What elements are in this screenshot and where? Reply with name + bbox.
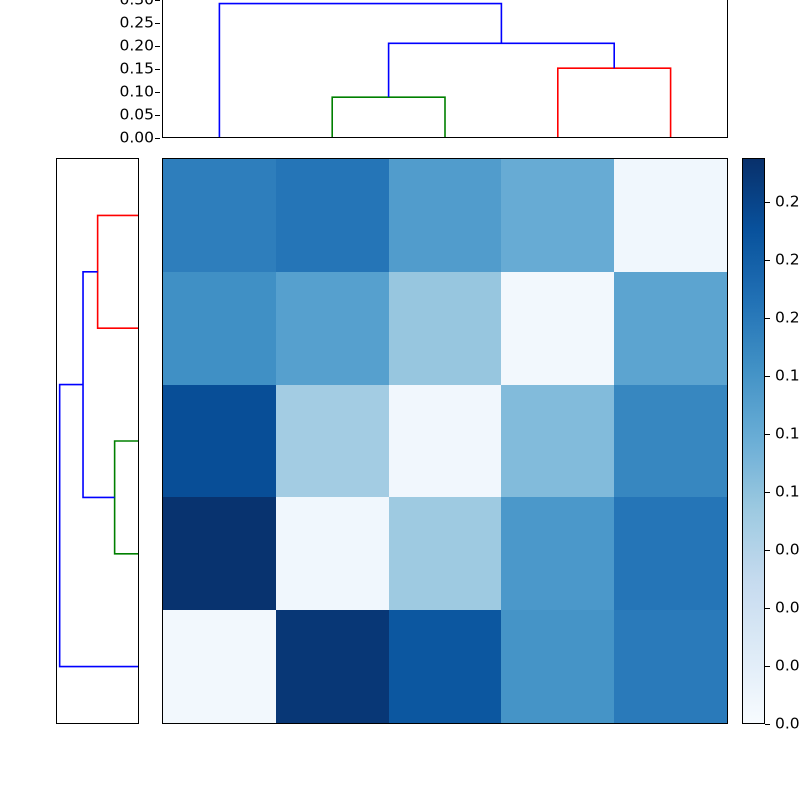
top-axis-tick-mark — [155, 92, 160, 94]
heatmap-grid[interactable] — [162, 158, 728, 724]
colorbar-tick-label: 0.24 — [775, 250, 800, 269]
heatmap-cell[interactable] — [163, 271, 276, 385]
colorbar-tick-mark — [765, 434, 770, 436]
left-dendrogram — [56, 158, 139, 724]
top-axis-tick-mark — [155, 138, 160, 139]
heatmap-cell[interactable] — [275, 384, 389, 498]
colorbar-gradient — [743, 159, 764, 723]
colorbar-tick-mark — [765, 260, 770, 262]
heatmap-cell[interactable] — [275, 497, 389, 611]
colorbar-tick-label: 0.00 — [775, 714, 800, 733]
top-dendrogram — [162, 0, 728, 138]
top-axis-tick-mark — [155, 0, 160, 2]
colorbar-tick-label: 0.09 — [775, 540, 800, 559]
heatmap-cell[interactable] — [163, 159, 276, 272]
top-axis-tick-mark — [155, 115, 160, 117]
heatmap-cell[interactable] — [501, 271, 615, 385]
colorbar — [742, 158, 765, 724]
colorbar-tick-mark — [765, 666, 770, 668]
colorbar-tick-label: 0.21 — [775, 308, 800, 327]
dendrogram-link — [113, 440, 138, 555]
heatmap-cell[interactable] — [388, 271, 502, 385]
heatmap-cell[interactable] — [501, 610, 615, 723]
top-axis-tick-label: 0.10 — [119, 82, 154, 101]
dendrogram-link — [387, 42, 615, 98]
heatmap-cell[interactable] — [275, 610, 389, 723]
dendrogram-link — [82, 271, 115, 499]
colorbar-tick-label: 0.15 — [775, 424, 800, 443]
heatmap-cell[interactable] — [614, 159, 727, 272]
colorbar-tick-mark — [765, 608, 770, 610]
top-axis-tick-mark — [155, 23, 160, 25]
heatmap-cell[interactable] — [388, 384, 502, 498]
dendrogram-link — [96, 214, 138, 329]
colorbar-axis: 0.00 0.03 0.06 0.09 0.12 0.15 0.18 0.21 0.24 0.27 — [765, 158, 800, 731]
top-axis-tick-mark — [155, 69, 160, 71]
heatmap-cell[interactable] — [388, 497, 502, 611]
heatmap-cell[interactable] — [614, 610, 727, 723]
colorbar-tick-mark — [765, 492, 770, 494]
top-axis-tick-label: 0.05 — [119, 105, 154, 124]
top-dendrogram-links — [218, 2, 672, 137]
top-axis-tick-mark — [155, 46, 160, 48]
top-axis-tick-label: 0.20 — [119, 36, 154, 55]
heatmap-cell[interactable] — [614, 497, 727, 611]
top-axis-tick-label: 0.25 — [119, 13, 154, 32]
colorbar-tick-label: 0.12 — [775, 482, 800, 501]
heatmap-cell[interactable] — [501, 159, 615, 272]
heatmap-cell[interactable] — [388, 610, 502, 723]
colorbar-tick-label: 0.03 — [775, 656, 800, 675]
heatmap-cell[interactable] — [501, 384, 615, 498]
top-dendrogram-axis: 0.00 0.05 0.10 0.15 0.20 0.25 0.30 — [108, 0, 160, 145]
colorbar-tick-label: 0.06 — [775, 598, 800, 617]
heatmap-cell[interactable] — [614, 384, 727, 498]
colorbar-tick-label: 0.18 — [775, 366, 800, 385]
left-dendrogram-links — [58, 214, 138, 668]
colorbar-tick-mark — [765, 202, 770, 204]
colorbar-tick-mark — [765, 724, 770, 725]
heatmap-cell[interactable] — [388, 159, 502, 272]
colorbar-tick-mark — [765, 376, 770, 378]
heatmap-cell[interactable] — [275, 159, 389, 272]
dendrogram-link — [331, 96, 446, 137]
heatmap-cell[interactable] — [275, 271, 389, 385]
colorbar-tick-label: 0.27 — [775, 192, 800, 211]
heatmap-cell[interactable] — [163, 384, 276, 498]
top-axis-tick-label: 0.30 — [119, 0, 154, 8]
dendrogram-link — [218, 2, 503, 137]
top-axis-tick-label: 0.00 — [119, 128, 154, 147]
colorbar-tick-mark — [765, 550, 770, 552]
colorbar-tick-mark — [765, 318, 770, 320]
heatmap-cell[interactable] — [501, 497, 615, 611]
heatmap-cell[interactable] — [614, 271, 727, 385]
dendrogram-link — [58, 383, 138, 668]
dendrogram-link — [557, 67, 672, 137]
heatmap-cell[interactable] — [163, 610, 276, 723]
top-axis-tick-label: 0.15 — [119, 59, 154, 78]
heatmap-cell[interactable] — [163, 497, 276, 611]
